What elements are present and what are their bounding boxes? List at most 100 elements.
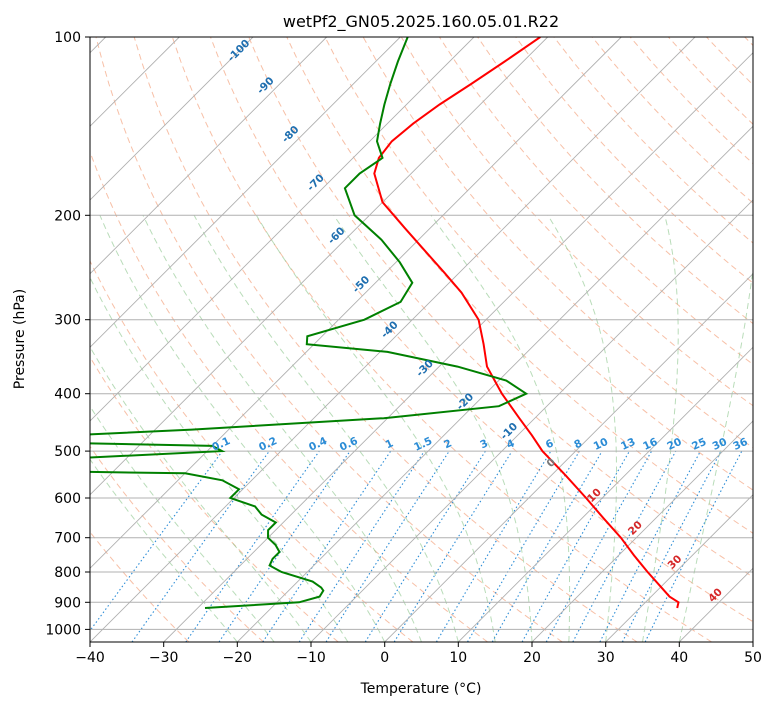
isotherm-label: -70 xyxy=(305,172,327,194)
mixing-ratio-line xyxy=(131,450,270,642)
mixing-ratio-lines xyxy=(90,450,743,642)
mixing-ratio-line xyxy=(599,450,701,642)
x-axis: −40 −30 −20 −10 0 10 20 30 40 50 xyxy=(75,642,762,666)
isotherm-line xyxy=(678,567,753,642)
dry-adiabat-line xyxy=(171,37,712,642)
isotherm-label: -80 xyxy=(280,124,302,146)
isotherm-label: 0 xyxy=(545,456,559,470)
profile-series xyxy=(90,37,680,609)
y-axis-label: Pressure (hPa) xyxy=(12,289,28,389)
isotherm-line xyxy=(90,37,401,348)
dry-adiabat-line xyxy=(744,37,753,47)
moist-adiabats xyxy=(90,215,753,642)
isotherm-label: 20 xyxy=(626,519,645,538)
dry-adiabat-line xyxy=(133,37,638,642)
mixing-ratio-line xyxy=(364,450,486,642)
isotherm-line xyxy=(90,37,475,422)
mixing-ratio-line xyxy=(325,450,450,642)
mixing-ratio-line xyxy=(467,450,580,642)
x-tick-label: 40 xyxy=(670,650,688,666)
x-tick-label: 30 xyxy=(597,650,615,666)
dry-adiabat-line xyxy=(515,37,753,284)
dry-adiabat-line xyxy=(90,259,414,642)
moist-adiabat-line xyxy=(90,405,275,642)
dry-adiabat-line xyxy=(706,37,753,86)
x-tick-label: −30 xyxy=(149,650,179,666)
dry-adiabat-line xyxy=(248,37,753,578)
mixing-ratio-label: 3 xyxy=(478,437,490,451)
isotherm-line xyxy=(605,494,753,642)
temperature-line xyxy=(373,37,680,609)
dry-adiabat-line xyxy=(90,356,339,642)
dry-adiabat-line xyxy=(286,37,753,534)
y-tick-label: 800 xyxy=(54,565,81,581)
dry-adiabat-line xyxy=(591,37,753,204)
y-axis: 100 200 300 400 500 600 700 800 900 1000 xyxy=(45,30,90,638)
isotherm-label: -60 xyxy=(326,225,348,247)
dewpoint-line xyxy=(90,37,529,609)
mixing-ratio-line xyxy=(644,450,743,642)
mixing-ratio-label: 25 xyxy=(690,436,708,453)
mixing-ratio-line xyxy=(218,450,351,642)
isotherm-line xyxy=(90,37,549,496)
isotherm-label: -50 xyxy=(350,274,372,296)
chart-title: wetPf2_GN05.2025.160.05.01.R22 xyxy=(283,12,559,32)
mixing-ratio-label: 10 xyxy=(592,436,610,453)
mixing-ratio-line xyxy=(521,450,630,642)
isotherm-line xyxy=(90,37,622,569)
dry-adiabat-line xyxy=(90,150,488,642)
moist-adiabat-line xyxy=(193,215,459,642)
mixing-ratio-label: 30 xyxy=(711,436,729,453)
plot-frame xyxy=(89,36,754,643)
moist-adiabat-line xyxy=(142,215,422,642)
dry-adiabat-line xyxy=(210,37,753,623)
moist-adiabat-line xyxy=(90,458,238,642)
mixing-ratio-label: 13 xyxy=(619,436,637,453)
isotherm-line xyxy=(457,346,753,642)
x-tick-label: −10 xyxy=(296,650,326,666)
mixing-ratio-label: 1 xyxy=(384,437,396,451)
isotherm-line xyxy=(384,273,753,642)
y-tick-label: 600 xyxy=(54,491,81,507)
y-tick-label: 400 xyxy=(54,387,81,403)
dry-adiabat-line xyxy=(553,37,753,244)
moist-adiabat-line xyxy=(642,215,679,642)
x-tick-label: 50 xyxy=(744,650,762,666)
mixing-ratio-label: 4 xyxy=(505,437,517,451)
moist-adiabat-line xyxy=(255,215,496,642)
x-tick-label: 10 xyxy=(449,650,467,666)
dry-adiabat-line xyxy=(90,445,264,642)
y-tick-label: 900 xyxy=(54,595,81,611)
dry-adiabats xyxy=(90,37,753,642)
mixing-ratio-label: 20 xyxy=(665,436,683,453)
y-tick-label: 300 xyxy=(54,313,81,329)
isotherm-label: -10 xyxy=(498,421,520,443)
y-tick-label: 700 xyxy=(54,531,81,547)
isotherm-line xyxy=(90,37,254,201)
moist-adiabat-line xyxy=(99,215,386,642)
moist-adiabat-line xyxy=(547,215,617,642)
line-labels: 0.1 0.2 0.4 0.6 1 1.5 2 3 4 6 8 10 13 16 20 25 30 36-100-… xyxy=(210,37,750,605)
mixing-ratio-line xyxy=(435,450,552,642)
isotherm-line xyxy=(90,37,328,275)
mixing-ratio-label: 8 xyxy=(572,437,584,451)
mixing-ratio-line xyxy=(298,450,425,642)
mixing-ratio-label: 6 xyxy=(544,437,556,451)
isotherm-line xyxy=(752,641,753,642)
mixing-ratio-line xyxy=(545,450,653,642)
isotherm-line xyxy=(310,199,753,642)
dry-adiabat-line xyxy=(324,37,753,491)
y-tick-label: 100 xyxy=(54,30,81,46)
mixing-ratio-label: 16 xyxy=(641,436,659,453)
dry-adiabat-line xyxy=(668,37,753,125)
mixing-ratio-line xyxy=(393,450,513,642)
moist-adiabat-line xyxy=(678,265,753,642)
mixing-ratio-line xyxy=(90,450,223,632)
moist-adiabat-line xyxy=(90,345,312,642)
mixing-ratio-label: 2 xyxy=(442,437,454,451)
isotherm-label: -90 xyxy=(255,75,277,97)
moist-adiabat-line xyxy=(333,215,533,642)
x-tick-label: −20 xyxy=(223,650,253,666)
x-tick-label: 0 xyxy=(380,650,389,666)
